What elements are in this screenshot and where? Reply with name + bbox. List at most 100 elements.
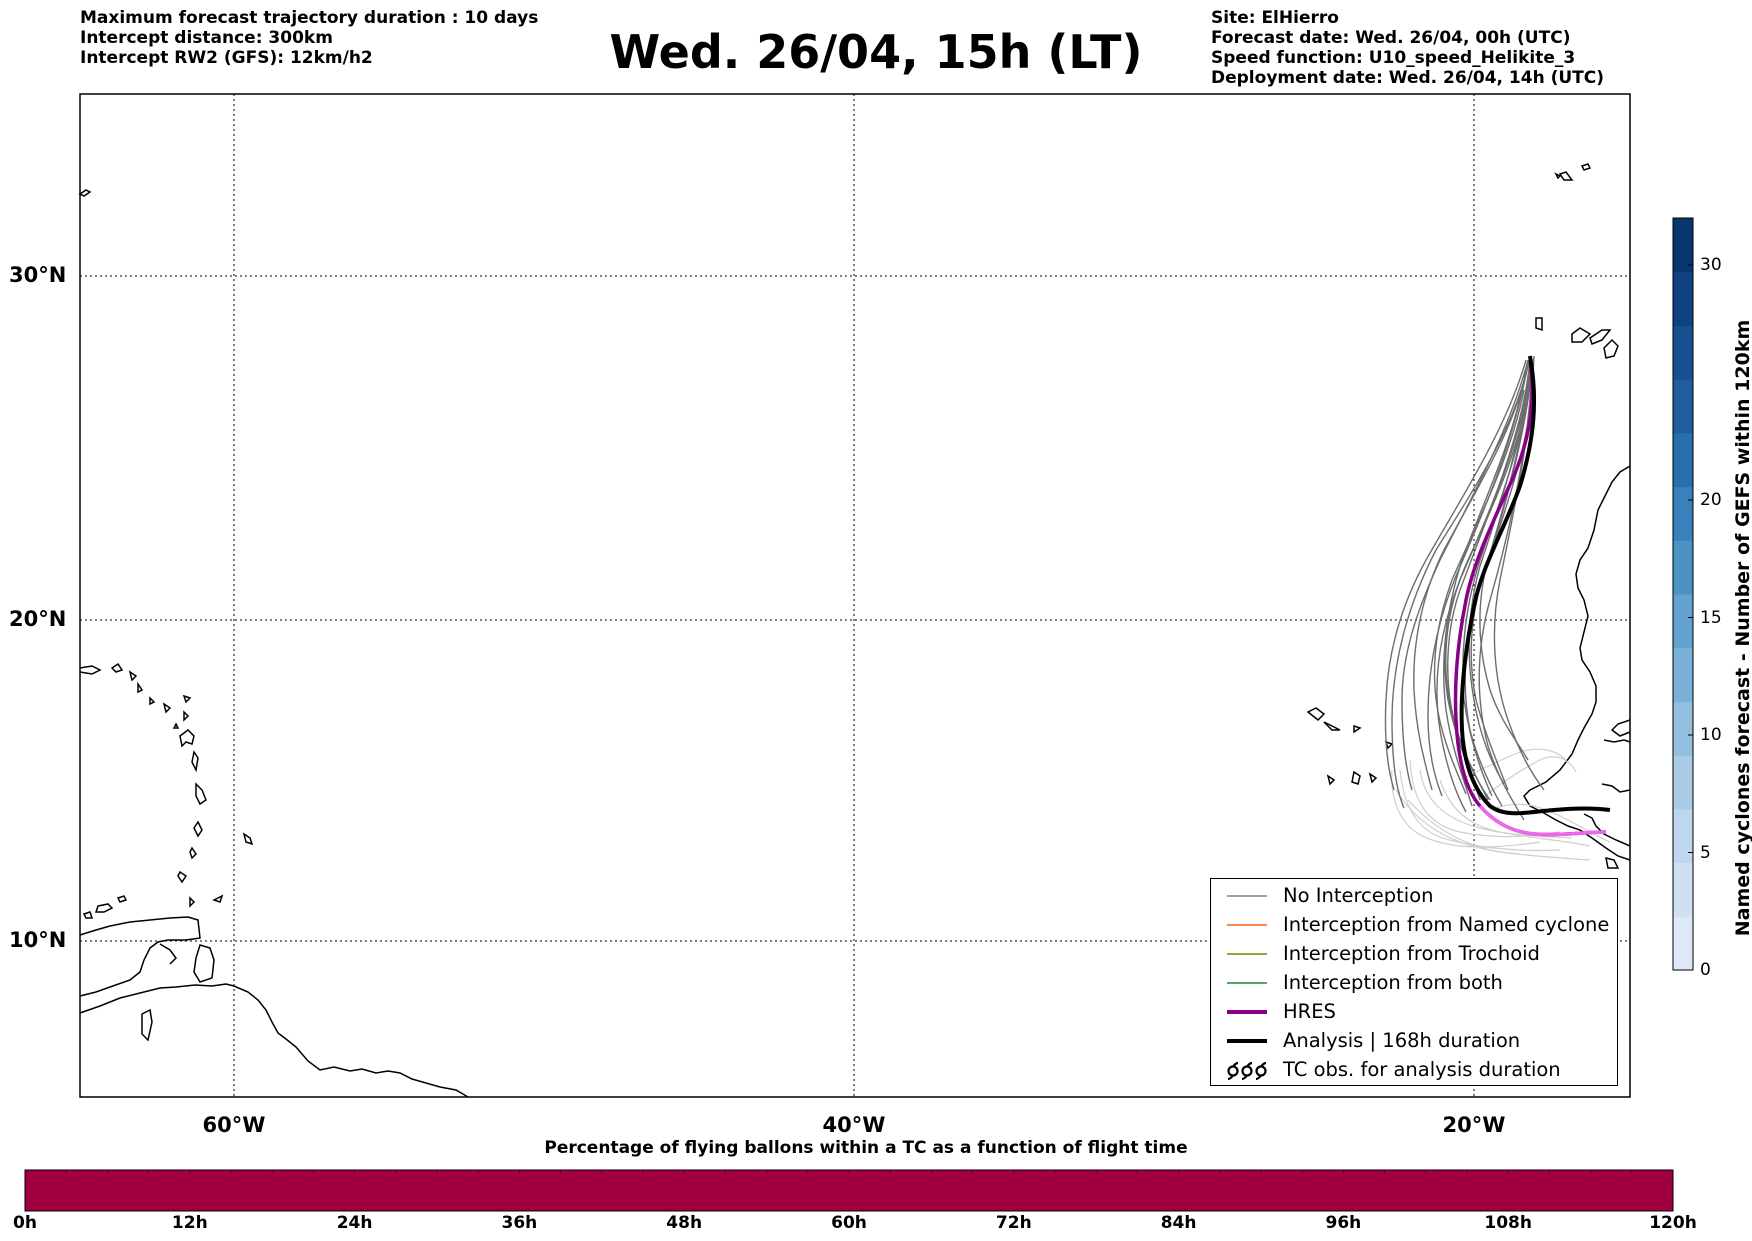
coastline-gulf-paria [159, 943, 177, 965]
header-right: Site: ElHierro Forecast date: Wed. 26/04… [1211, 8, 1604, 88]
colorbar-right-segment [1673, 540, 1693, 595]
colorbar-right-tick-label: 5 [1700, 842, 1711, 863]
legend-label: HRES [1283, 1000, 1336, 1023]
island-stbarth [149, 696, 156, 706]
island-guadeloupe [179, 729, 195, 748]
island-cabo-verde-5 [1326, 774, 1336, 786]
header-right-line-1: Site: ElHierro [1211, 8, 1339, 28]
island-virgin [110, 662, 124, 673]
island-dominica [191, 750, 199, 773]
colorbar-bottom-tick-label: 12h [171, 1213, 208, 1233]
island-desertas [1554, 172, 1562, 180]
coastline-gambia [1603, 739, 1631, 743]
island-bonaire [116, 895, 128, 903]
legend-item-hres: HRES [1221, 999, 1619, 1025]
island-puerto-rico-east [79, 665, 102, 675]
colorbar-right-segment [1673, 271, 1693, 326]
legend-swatch-olive-line [1227, 953, 1267, 955]
island-stmartin [137, 681, 144, 694]
island-barbuda [182, 694, 192, 704]
colorbar-bottom-tick-label: 96h [1325, 1213, 1362, 1233]
legend: No Interception Interception from Named … [1210, 878, 1618, 1086]
island-aruba [82, 911, 94, 919]
legend-swatch-gray-line [1227, 895, 1267, 897]
colorbar-bottom-tick-label: 120h [1649, 1213, 1697, 1233]
legend-label: Interception from both [1283, 971, 1503, 994]
colorbar-right [1672, 217, 1694, 971]
coastlines [78, 163, 1631, 1098]
colorbar-right-segment [1673, 916, 1693, 971]
island-madeira [1580, 163, 1592, 171]
coastline-venezuela [79, 916, 201, 997]
island-margarita [141, 1008, 153, 1042]
island-anguilla [128, 670, 138, 682]
colorbar-right-segment [1673, 218, 1693, 273]
legend-swatch-green-line [1227, 982, 1267, 984]
header-left-line-3: Intercept RW2 (GFS): 12km/h2 [80, 48, 373, 68]
island-cabo-verde-8 [1605, 856, 1620, 869]
cyclone-icon [1227, 1061, 1267, 1081]
island-stkitts [162, 702, 172, 714]
colorbar-right-segment [1673, 325, 1693, 380]
colorbar-right-segment [1673, 432, 1693, 488]
colorbar-right-title: Named cyclones forecast - Number of GEFS… [1732, 319, 1752, 937]
island-cabo-verde-7 [1368, 772, 1378, 784]
legend-item-trochoid: Interception from Trochoid [1221, 941, 1619, 967]
header-left-line-2: Intercept distance: 300km [80, 28, 333, 48]
colorbar-bottom-tick-label: 48h [666, 1213, 703, 1233]
island-fuerteventura [1603, 338, 1619, 359]
colorbar-right-segment [1673, 755, 1693, 810]
legend-label: No Interception [1283, 884, 1434, 907]
island-montserrat [172, 722, 180, 729]
colorbar-right-tick-label: 15 [1700, 607, 1722, 628]
lat-label-10n: 10°N [9, 928, 67, 952]
colorbar-right-tick-label: 0 [1700, 960, 1711, 980]
colorbar-bottom-tick-label: 36h [501, 1213, 538, 1233]
colorbar-right-segment [1673, 647, 1693, 702]
island-lanzarote [1535, 317, 1543, 332]
analysis-trajectory [1459, 355, 1611, 816]
colorbar-right-frame [1672, 217, 1694, 971]
legend-item-analysis: Analysis | 168h duration [1221, 1028, 1619, 1054]
hres-trajectory-late [1478, 804, 1607, 837]
colorbar-right-segment [1673, 808, 1693, 864]
legend-swatch-purple-line [1227, 1010, 1267, 1014]
island-curacao [94, 903, 114, 913]
colorbar-right-segment [1673, 594, 1693, 649]
colorbar-right-tick-label: 20 [1700, 490, 1722, 510]
island-cabo-verde-4 [1384, 740, 1394, 750]
colorbar-bottom-tick-label: 84h [1160, 1213, 1197, 1233]
header-right-line-3: Speed function: U10_speed_Helikite_3 [1211, 48, 1576, 68]
island-tenerife [1589, 329, 1612, 345]
lat-label-20n: 20°N [9, 607, 67, 631]
ensemble-late-paths [1391, 748, 1611, 861]
lon-label-20w: 20°W [1442, 1113, 1506, 1137]
legend-label: Interception from Named cyclone [1283, 913, 1610, 936]
legend-item-named-cyclone: Interception from Named cyclone [1221, 912, 1619, 938]
trajectory-ensemble [1384, 355, 1611, 861]
island-cabo-verde-1 [1306, 707, 1326, 722]
colorbar-bottom-fill [24, 1169, 1674, 1212]
header-right-line-2: Forecast date: Wed. 26/04, 00h (UTC) [1211, 28, 1571, 48]
island-grenada [177, 870, 188, 884]
coastline-trinidad [193, 944, 215, 983]
island-grenadines [189, 896, 196, 908]
legend-item-tc-obs: TC obs. for analysis duration [1221, 1057, 1619, 1083]
coastline-africa [1523, 465, 1631, 861]
legend-label: Analysis | 168h duration [1283, 1029, 1521, 1052]
colorbar-bottom-title: Percentage of flying ballons within a TC… [544, 1138, 1188, 1158]
island-bermuda-like [78, 189, 92, 197]
colorbar-bottom-tick-label: 72h [995, 1213, 1032, 1233]
island-martinique [195, 782, 207, 806]
colorbar-right-tick-label: 30 [1700, 255, 1722, 275]
lon-label-60w: 60°W [202, 1113, 266, 1137]
island-antigua [183, 710, 190, 722]
colorbar-right-segment [1673, 379, 1693, 434]
header-left: Maximum forecast trajectory duration : 1… [80, 8, 538, 68]
coastline-africa-west [1610, 719, 1631, 737]
colorbar-bottom-tick-label: 0h [13, 1213, 37, 1233]
colorbar-bottom [24, 1169, 1674, 1212]
colorbar-right-segment [1673, 862, 1693, 917]
island-stlucia [193, 820, 203, 838]
island-cabo-verde-2 [1323, 721, 1341, 731]
